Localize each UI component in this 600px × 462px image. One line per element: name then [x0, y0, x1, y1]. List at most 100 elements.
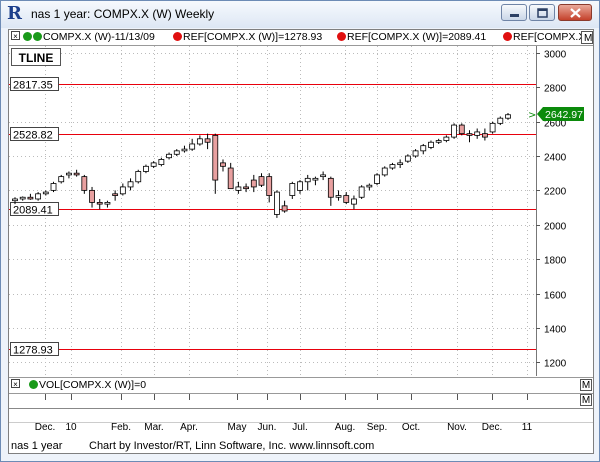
x-tick-label: Aug.	[335, 422, 356, 433]
candle-body	[358, 186, 365, 198]
candle-body	[166, 153, 172, 159]
candle-body	[35, 193, 42, 200]
candle-body	[312, 177, 319, 181]
close-pane-icon[interactable]: ×	[11, 31, 20, 41]
candle-body	[381, 167, 388, 176]
last-value-arrow-icon: >	[528, 110, 536, 121]
candle-body	[258, 176, 265, 186]
reference-label-bg	[10, 77, 59, 91]
green-dot-icon	[33, 32, 42, 41]
close-icon	[570, 8, 581, 18]
page-name: nas 1 year	[11, 440, 63, 452]
maximize-pane-button[interactable]: M	[580, 379, 592, 391]
close-button[interactable]	[558, 4, 592, 21]
candle-body	[212, 134, 219, 181]
candle-body	[327, 177, 334, 198]
close-volume-pane-icon[interactable]: ×	[11, 379, 20, 389]
candle-body	[243, 186, 249, 190]
chart-panel[interactable]: × COMPX.X (W)-11/13/09 REF[COMPX.X (W)]=…	[8, 29, 594, 454]
volume-legend-row: × VOL[COMPX.X (W)]=0	[9, 377, 593, 394]
y-tick-label: 2800	[544, 84, 567, 95]
ref-legend-2[interactable]: REF[COMPX.X (W)]=2089.41	[337, 31, 486, 43]
candle-body	[112, 193, 119, 196]
candle-body	[220, 162, 226, 167]
series-legend[interactable]: COMPX.X (W)-11/13/09	[23, 31, 155, 43]
minimize-icon	[510, 14, 519, 17]
maximize-chart-box: M	[581, 31, 593, 44]
candle-body	[497, 117, 504, 124]
candle-body	[412, 150, 419, 157]
candle-body	[351, 198, 357, 205]
candle-body	[266, 176, 273, 196]
candle-body	[81, 176, 88, 191]
title-bar[interactable]: R nas 1 year: COMPX.X (W) Weekly	[1, 1, 599, 28]
candle-body	[189, 143, 196, 150]
status-bar: nas 1 year Chart by Investor/RT, Linn So…	[8, 438, 594, 456]
y-tick-label: 2600	[544, 119, 567, 130]
candle-body	[181, 148, 188, 152]
app-logo-icon[interactable]: R	[7, 3, 22, 24]
candle-body	[27, 196, 34, 200]
candle-body	[505, 114, 511, 119]
tline-button[interactable]: TLINE	[11, 48, 61, 66]
y-tick-label: 2000	[544, 222, 567, 233]
candle-body	[104, 202, 111, 205]
candle-body	[196, 138, 203, 145]
candle-body	[304, 177, 311, 183]
volume-legend[interactable]: VOL[COMPX.X (W)]=0	[29, 379, 146, 391]
candle-body	[374, 174, 380, 184]
x-tick-label: May	[228, 422, 247, 433]
y-tick-label: 2400	[544, 153, 567, 164]
x-tick-label: Jun.	[258, 422, 277, 433]
candle-body	[227, 167, 234, 190]
y-tick-label: 1400	[544, 325, 567, 336]
x-tick-label: Dec.	[35, 422, 56, 433]
candle-body	[96, 202, 103, 205]
price-chart[interactable]: 1200 1400 1600 1800 2000 2200 2400 2600 2800 3000…	[9, 30, 593, 440]
candle-body	[335, 195, 342, 198]
reference-label-box: 1278.93	[10, 342, 59, 357]
maximize-button[interactable]	[529, 4, 555, 21]
minimize-button[interactable]	[501, 4, 527, 21]
ref-legend-1[interactable]: REF[COMPX.X (W)]=1278.93	[173, 31, 322, 43]
candle-body	[443, 136, 450, 141]
red-dot-icon	[173, 32, 182, 41]
reference-label: 1278.93	[13, 345, 53, 357]
candle-body	[19, 196, 26, 200]
reference-label-bg	[10, 202, 59, 216]
last-value-label: 2642.97	[545, 109, 583, 121]
candle-body	[143, 165, 149, 172]
candle-body	[366, 184, 373, 188]
candle-body	[158, 159, 165, 165]
x-tick-label: Oct.	[402, 422, 420, 433]
candle-body	[397, 162, 404, 165]
credit-text: Chart by Investor/RT, Linn Software, Inc…	[89, 440, 375, 452]
maximize-volume-pane-button[interactable]: M	[580, 394, 592, 406]
reference-label: 2528.82	[13, 130, 53, 142]
x-tick-label: Apr.	[180, 422, 198, 433]
reference-label: 2089.41	[13, 205, 53, 217]
candle-body	[481, 133, 488, 138]
reference-label-box: 2528.82	[10, 127, 59, 142]
x-tick-label: Nov.	[447, 422, 467, 433]
candle-body	[89, 189, 95, 203]
candle-body	[428, 141, 434, 148]
candle-body	[389, 164, 396, 169]
candle-body	[435, 140, 442, 143]
candle-body	[451, 124, 457, 138]
x-tick-label: Feb.	[111, 422, 131, 433]
green-dot-icon	[23, 32, 32, 41]
y-tick-label: 3000	[544, 50, 567, 61]
red-dot-icon	[337, 32, 346, 41]
x-tick-label: 11	[522, 422, 533, 433]
maximize-icon	[537, 8, 548, 18]
ref-legend-3[interactable]: REF[COMPX.X	[503, 31, 585, 43]
candle-body	[150, 162, 157, 167]
candle-body	[135, 171, 142, 183]
candle-body	[320, 174, 327, 178]
y-tick-label: 2200	[544, 187, 567, 198]
last-value-box	[537, 107, 584, 121]
candle-body	[404, 155, 411, 162]
candle-body	[127, 181, 134, 188]
